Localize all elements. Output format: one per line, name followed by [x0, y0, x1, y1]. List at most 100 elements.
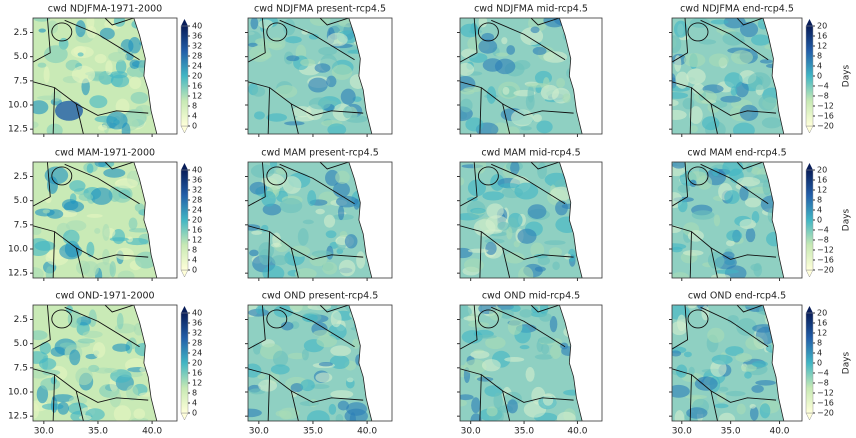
- field-patch: [457, 177, 464, 185]
- field-patch: [541, 85, 559, 100]
- field-patch: [471, 397, 480, 413]
- field-patch: [495, 59, 515, 74]
- colorbar: [806, 170, 813, 270]
- field-patch: [520, 126, 532, 130]
- field-patch: [675, 410, 685, 426]
- field-patch: [550, 345, 561, 359]
- field-patch: [684, 352, 692, 358]
- colorbar-extend: [806, 413, 813, 420]
- field-patch: [104, 368, 117, 373]
- field-patch: [69, 180, 85, 192]
- field-patch: [83, 331, 103, 338]
- field-patch: [683, 98, 695, 109]
- field-patch: [93, 342, 106, 358]
- x-tick-label: 40.0: [567, 427, 587, 437]
- field-patch: [87, 26, 97, 38]
- field-patch: [350, 412, 356, 427]
- colorbar-tick-label: −8: [817, 379, 829, 388]
- field-patch: [678, 198, 688, 212]
- field-patch: [129, 76, 141, 89]
- field-patch: [552, 261, 560, 270]
- field-patch: [55, 101, 83, 121]
- field-patch: [251, 231, 262, 235]
- field-patch: [130, 59, 140, 69]
- field-patch: [62, 199, 78, 210]
- field-patch: [692, 210, 715, 220]
- colorbar-tick-label: 12: [817, 42, 827, 51]
- field-patch: [285, 36, 302, 43]
- colorbar-tick-label: 20: [817, 22, 827, 31]
- field-patch: [327, 33, 348, 47]
- field-patch: [330, 345, 351, 356]
- colorbar-tick-label: 36: [192, 176, 202, 185]
- field-patch: [712, 355, 733, 365]
- field-patch: [541, 344, 549, 355]
- field-patch: [714, 215, 720, 227]
- x-tick-label: 35.0: [88, 427, 108, 437]
- colorbar-tick-label: 24: [192, 62, 202, 71]
- field-patch: [78, 52, 84, 56]
- field-patch: [511, 109, 533, 126]
- field-patch: [117, 313, 124, 330]
- field-patch: [326, 76, 336, 87]
- colorbar-tick-label: −12: [817, 102, 834, 111]
- colorbar-tick-label: 8: [817, 196, 822, 205]
- field-patch: [252, 86, 265, 96]
- y-tick-label: 12.5: [8, 412, 28, 422]
- field-patch: [507, 399, 518, 413]
- y-tick-label: 7.5: [14, 363, 28, 373]
- field-patch: [460, 99, 473, 113]
- field-patch: [307, 410, 330, 427]
- field-patch: [493, 393, 502, 410]
- field-patch: [726, 230, 742, 241]
- colorbar-tick-label: 16: [817, 319, 827, 328]
- map-panel: cwd NDJFMA-1971-20002.55.07.510.012.5048…: [8, 4, 202, 140]
- colorbar-tick-label: 20: [192, 72, 202, 81]
- field-patch: [562, 93, 571, 102]
- map-panel: cwd MAM mid-rcp4.5: [453, 148, 602, 284]
- field-patch: [330, 390, 353, 398]
- field-patch: [250, 17, 258, 30]
- field-patch: [94, 228, 100, 234]
- colorbar-tick-label: −16: [817, 112, 834, 121]
- x-tick-label: 30.0: [249, 427, 269, 437]
- panel-title: cwd NDJFMA present-rcp4.5: [254, 4, 386, 15]
- field-patch: [58, 402, 69, 415]
- map-area: [27, 13, 177, 139]
- field-patch: [535, 266, 546, 271]
- colorbar-tick-label: 40: [192, 166, 202, 175]
- field-patch: [475, 335, 497, 339]
- field-patch: [300, 59, 315, 66]
- field-patch: [722, 159, 743, 176]
- field-patch: [755, 380, 776, 386]
- colorbar-tick-label: −4: [817, 82, 829, 91]
- colorbar-tick-label: 8: [192, 389, 197, 398]
- field-patch: [315, 372, 332, 382]
- field-patch: [685, 395, 707, 399]
- field-patch: [482, 191, 504, 200]
- field-patch: [38, 63, 47, 68]
- field-patch: [319, 362, 333, 366]
- colorbar-tick-label: 36: [192, 32, 202, 41]
- colorbar-tick-label: 4: [192, 112, 197, 121]
- field-patch: [674, 55, 681, 72]
- field-patch: [724, 190, 739, 204]
- colorbar-tick-label: 16: [817, 176, 827, 185]
- field-patch: [470, 208, 485, 214]
- panel-title: cwd MAM end-rcp4.5: [687, 148, 786, 159]
- field-patch: [254, 111, 265, 119]
- field-patch: [686, 407, 707, 418]
- field-patch: [40, 378, 60, 391]
- field-patch: [748, 72, 771, 90]
- colorbar-tick-label: 16: [192, 82, 202, 91]
- field-patch: [535, 354, 553, 360]
- field-patch: [266, 113, 287, 121]
- field-patch: [283, 176, 302, 194]
- field-patch: [539, 313, 551, 322]
- x-tick-label: 35.0: [514, 427, 534, 437]
- colorbar-extend: [806, 306, 813, 313]
- field-patch: [322, 262, 337, 275]
- colorbar-tick-label: 12: [192, 236, 202, 245]
- field-patch: [347, 378, 354, 383]
- colorbar: [806, 26, 813, 126]
